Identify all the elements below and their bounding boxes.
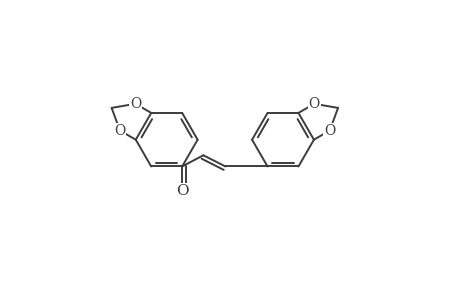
Text: O: O bbox=[308, 97, 319, 111]
Text: O: O bbox=[129, 97, 141, 111]
Text: O: O bbox=[324, 124, 335, 138]
Text: O: O bbox=[114, 124, 125, 138]
Text: O: O bbox=[175, 184, 188, 198]
